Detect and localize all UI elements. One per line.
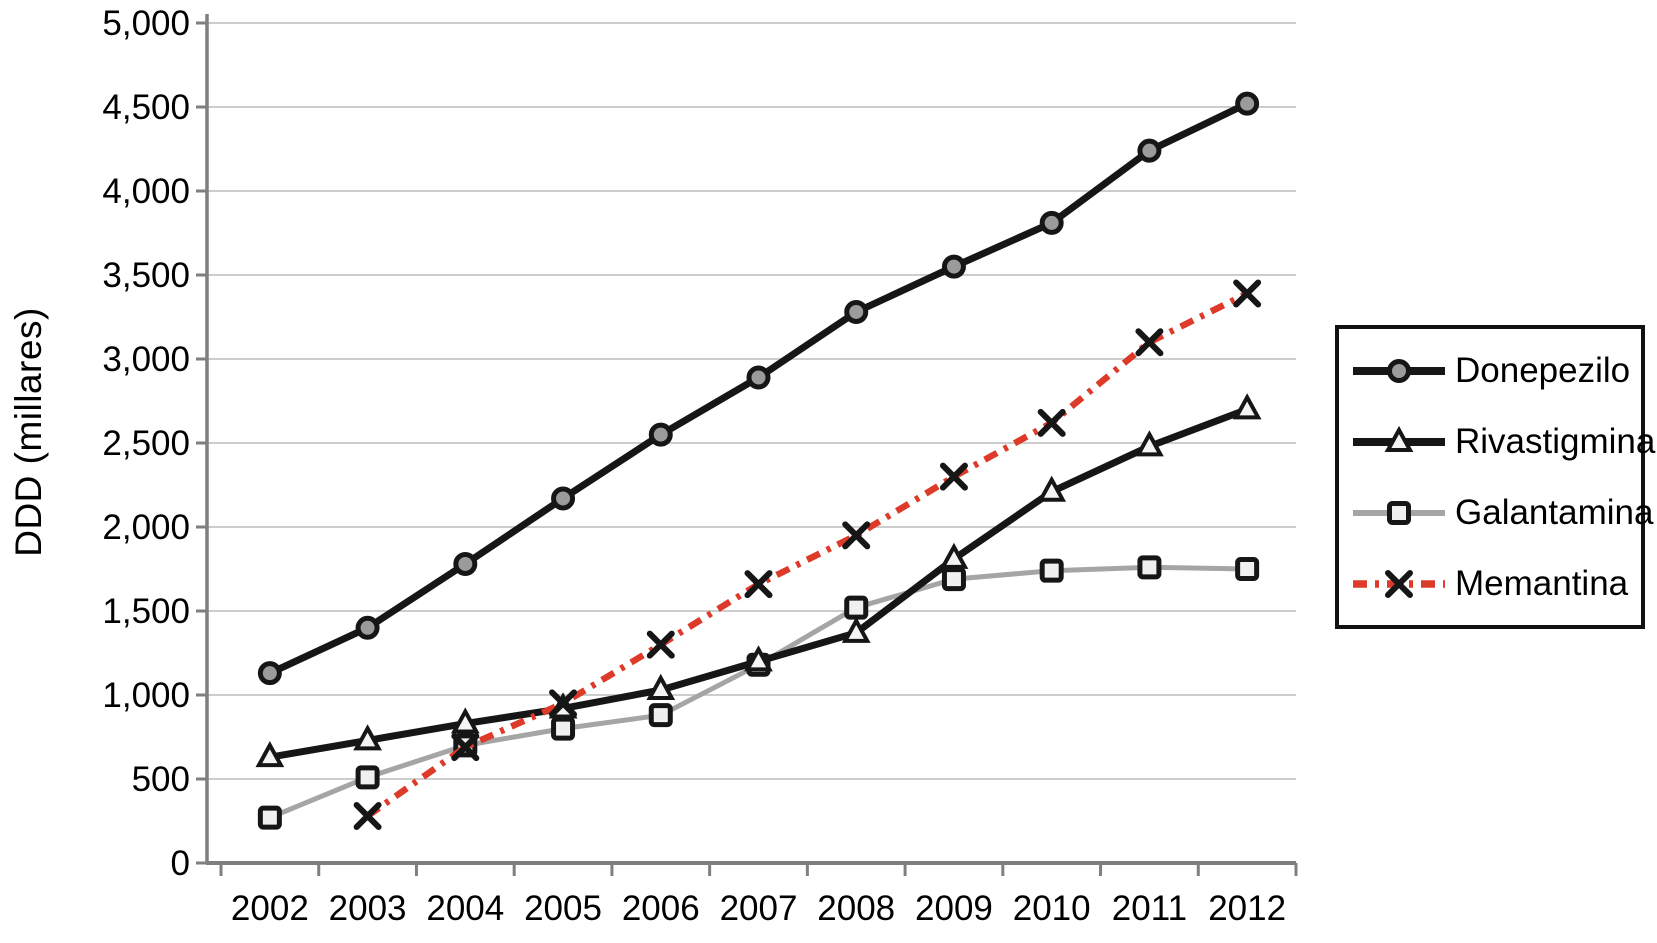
legend-item-donepezilo: Donepezilo (1349, 349, 1641, 393)
marker-circle-donepezilo (1387, 358, 1411, 383)
y-tick-label: 0 (171, 844, 190, 883)
marker-x-memantina (353, 801, 382, 830)
y-tick-labels: 0 500 1,000 1,500 2,000 2,500 3,000 3,500 4,000 4… (102, 4, 190, 883)
y-tick-label: 3,500 (102, 256, 190, 295)
legend-item-rivastigmina: Rivastigmina (1349, 420, 1655, 464)
marker-circle-donepezilo (257, 661, 282, 686)
marker-circle-donepezilo (844, 299, 869, 324)
marker-square-galantamina (551, 716, 576, 741)
marker-triangle-rivastigmina (255, 741, 285, 768)
x-tick-label: 2005 (524, 889, 602, 928)
x-tick-labels: 2002 2003 2004 2005 2006 2007 2008 2009 2010 2011… (231, 889, 1286, 928)
marker-x-memantina (939, 462, 968, 491)
x-tick-label: 2009 (915, 889, 993, 928)
x-tick-label: 2007 (720, 889, 798, 928)
series-line-memantina (365, 290, 1249, 819)
marker-circle-donepezilo (551, 486, 576, 511)
marker-triangle-rivastigmina (1135, 430, 1164, 457)
marker-triangle-rivastigmina (744, 645, 773, 672)
marker-square-galantamina (844, 595, 869, 620)
x-tick-label: 2008 (817, 889, 895, 928)
marker-circle-donepezilo (1039, 210, 1064, 235)
marker-x-memantina (1233, 279, 1262, 308)
marker-triangle-rivastigmina (841, 616, 871, 643)
series-donepezilo (257, 91, 1260, 686)
marker-triangle-rivastigmina (646, 673, 676, 700)
legend-label-rivastigmina: Rivastigmina (1455, 421, 1656, 461)
legend-marker-rivastigmina (1353, 425, 1445, 452)
marker-circle-donepezilo (355, 615, 380, 640)
legend-marker-galantamina (1353, 500, 1445, 525)
y-tick-label: 500 (132, 760, 190, 799)
marker-triangle-rivastigmina (1384, 425, 1414, 452)
legend-label-donepezilo: Donepezilo (1455, 350, 1631, 390)
marker-circle-donepezilo (453, 551, 478, 576)
y-axis-title: DDD (millares) (8, 307, 49, 557)
series-line-galantamina (268, 564, 1248, 820)
legend: Donepezilo Rivastigmina Galantamina Memanti… (1335, 325, 1655, 629)
y-tick-label: 5,000 (102, 4, 190, 43)
axes (196, 14, 1298, 876)
marker-x-memantina (451, 733, 480, 762)
marker-square-galantamina (1387, 500, 1411, 525)
y-tick-label: 1,500 (102, 592, 190, 631)
marker-x-memantina (744, 570, 773, 599)
y-tick-label: 4,500 (102, 88, 190, 127)
marker-circle-donepezilo (648, 422, 673, 447)
marker-triangle-rivastigmina (939, 542, 969, 569)
marker-square-galantamina (1137, 555, 1162, 580)
marker-square-galantamina (1235, 557, 1260, 581)
x-tick-label: 2012 (1208, 889, 1286, 928)
marker-circle-donepezilo (1235, 91, 1260, 116)
x-tick-label: 2004 (426, 889, 504, 928)
legend-marker-donepezilo (1353, 358, 1445, 383)
marker-square-galantamina (355, 765, 380, 790)
marker-x-memantina (549, 689, 578, 718)
x-tick-label: 2002 (231, 889, 309, 928)
marker-triangle-rivastigmina (1232, 393, 1262, 420)
marker-circle-donepezilo (941, 254, 966, 279)
x-tick-label: 2010 (1013, 889, 1091, 928)
x-tick-label: 2011 (1112, 889, 1187, 928)
legend-marker-memantina (1353, 569, 1445, 598)
marker-x-memantina (842, 521, 871, 550)
marker-triangle-rivastigmina (353, 724, 382, 751)
legend-label-galantamina: Galantamina (1455, 492, 1654, 532)
x-tick-label: 2003 (329, 889, 407, 928)
legend-item-memantina: Memantina (1349, 562, 1641, 606)
y-tick-label: 3,000 (102, 340, 190, 379)
y-tick-label: 4,000 (102, 172, 190, 211)
x-tick-label: 2006 (622, 889, 700, 928)
marker-triangle-rivastigmina (450, 707, 480, 734)
y-tick-label: 1,000 (102, 676, 190, 715)
series-memantina (353, 279, 1262, 830)
marker-triangle-rivastigmina (1037, 475, 1067, 502)
y-tick-label: 2,000 (102, 508, 190, 547)
marker-x-memantina (646, 630, 675, 659)
marker-x-memantina (1385, 569, 1413, 598)
y-tick-label: 2,500 (102, 424, 190, 463)
marker-x-memantina (1037, 408, 1066, 437)
legend-item-galantamina: Galantamina (1349, 491, 1653, 535)
marker-square-galantamina (257, 805, 282, 830)
marker-circle-donepezilo (746, 365, 771, 390)
marker-square-galantamina (1039, 558, 1064, 583)
marker-square-galantamina (941, 567, 966, 592)
marker-circle-donepezilo (1137, 138, 1162, 163)
legend-label-memantina: Memantina (1455, 563, 1629, 603)
marker-x-memantina (1135, 328, 1164, 357)
marker-square-galantamina (648, 703, 673, 728)
